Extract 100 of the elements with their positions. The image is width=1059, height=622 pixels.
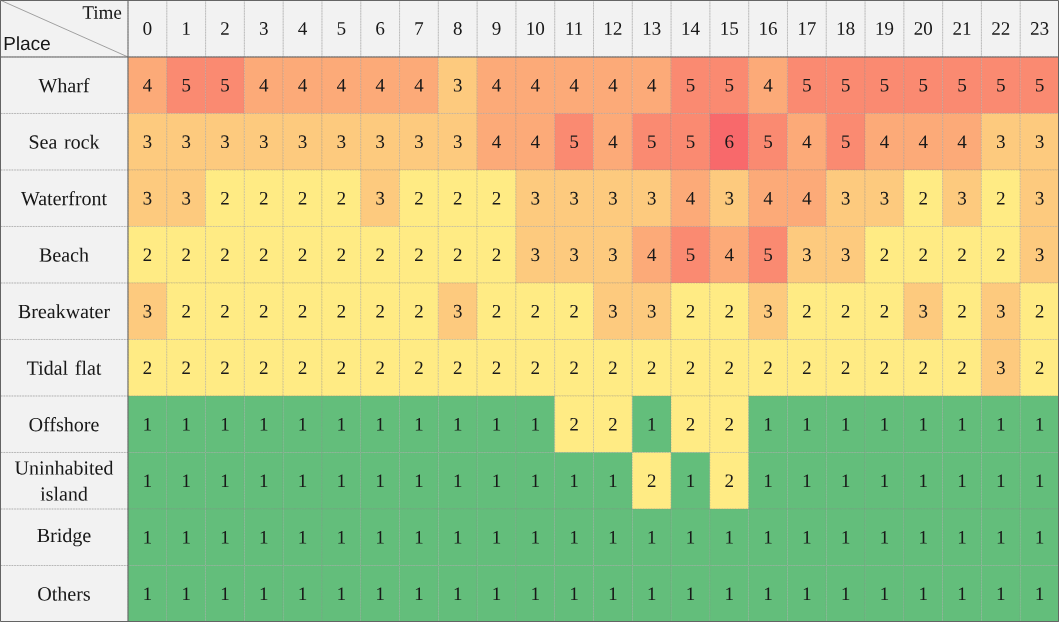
data-label: 1 xyxy=(377,587,384,601)
data-label: 1 xyxy=(532,417,539,431)
data-label: 1 xyxy=(415,587,423,601)
data-label: 1 xyxy=(881,474,889,488)
data-label: 4 xyxy=(298,78,308,92)
data-label: 2 xyxy=(996,191,1005,205)
data-label: 1 xyxy=(532,474,539,488)
data-label: 1 xyxy=(299,530,307,544)
data-label: 2 xyxy=(647,474,656,488)
data-label: 5 xyxy=(570,135,579,149)
data-label: 3 xyxy=(841,191,850,205)
data-label: 2 xyxy=(415,361,423,375)
data-label: 1 xyxy=(454,530,462,544)
x-tick-label: 19 xyxy=(876,22,894,35)
data-label: 5 xyxy=(686,78,695,92)
data-label: 2 xyxy=(725,304,733,318)
data-label: 5 xyxy=(686,248,695,262)
data-label: 1 xyxy=(803,587,811,601)
data-label: 3 xyxy=(609,304,617,318)
data-label: 3 xyxy=(1035,248,1044,262)
data-label: 3 xyxy=(919,304,928,318)
y-tick-label: Bridge xyxy=(37,528,91,547)
data-label: 5 xyxy=(648,135,656,149)
data-label: 2 xyxy=(725,417,733,431)
data-label: 2 xyxy=(919,361,927,375)
x-tick-label: 6 xyxy=(376,22,385,35)
data-label: 2 xyxy=(647,361,656,375)
x-tick-label: 7 xyxy=(415,22,424,35)
data-label: 2 xyxy=(221,191,229,205)
data-label: 1 xyxy=(842,474,850,488)
data-label: 5 xyxy=(725,78,734,92)
data-label: 3 xyxy=(958,191,967,205)
data-label: 4 xyxy=(530,78,540,92)
data-label: 5 xyxy=(803,78,811,92)
x-tick-label: 11 xyxy=(566,22,583,35)
data-label: 1 xyxy=(764,417,772,431)
data-label: 2 xyxy=(492,361,501,375)
data-label: 1 xyxy=(609,474,617,488)
data-label: 3 xyxy=(880,191,889,205)
y-tick-label: Wharf xyxy=(38,78,90,93)
data-label: 1 xyxy=(920,530,927,544)
data-label: 1 xyxy=(377,474,384,488)
data-label: 1 xyxy=(726,530,733,544)
data-label: 5 xyxy=(958,78,967,92)
data-label: 2 xyxy=(880,248,889,262)
data-label: 1 xyxy=(144,587,152,601)
data-label: 1 xyxy=(183,417,190,431)
x-tick-label: 17 xyxy=(799,22,816,35)
data-label: 4 xyxy=(957,135,967,148)
x-tick-label: 23 xyxy=(1030,22,1049,35)
data-label: 1 xyxy=(571,474,578,488)
data-label: 2 xyxy=(686,417,695,431)
data-label: 4 xyxy=(880,135,889,148)
data-label: 2 xyxy=(453,248,462,262)
y-tick-label: Sea rock xyxy=(29,134,100,149)
y-tick-label: Offshore xyxy=(29,417,99,432)
data-label: 1 xyxy=(338,587,345,601)
data-label: 5 xyxy=(221,78,229,92)
data-label: 2 xyxy=(143,248,152,262)
data-label: 1 xyxy=(299,474,307,488)
data-label: 4 xyxy=(569,78,579,92)
data-label: 1 xyxy=(415,530,423,544)
data-label: 2 xyxy=(1035,361,1044,375)
x-tick-label: 5 xyxy=(337,22,346,35)
data-label: 2 xyxy=(492,304,501,318)
data-label: 5 xyxy=(1035,78,1044,92)
data-label: 3 xyxy=(570,248,579,262)
data-label: 3 xyxy=(182,191,191,205)
data-label: 4 xyxy=(608,135,618,148)
data-label: 1 xyxy=(842,417,850,431)
data-label: 3 xyxy=(182,135,191,149)
data-label: 2 xyxy=(298,304,307,318)
data-label: 2 xyxy=(531,361,540,375)
x-tick-label: 20 xyxy=(914,22,933,35)
x-tick-label: 10 xyxy=(527,22,545,35)
data-label: 5 xyxy=(842,78,850,92)
data-label: 2 xyxy=(221,304,229,318)
data-label: 1 xyxy=(221,417,229,431)
data-label: 1 xyxy=(1036,587,1044,601)
x-tick-label: 2 xyxy=(221,22,229,35)
data-label: 2 xyxy=(919,248,927,262)
x-tick-label: 12 xyxy=(605,22,622,35)
data-label: 1 xyxy=(338,474,345,488)
data-label: 5 xyxy=(764,135,773,149)
data-label: 1 xyxy=(454,474,462,488)
data-label: 2 xyxy=(725,361,733,375)
data-label: 1 xyxy=(687,587,695,601)
data-label: 3 xyxy=(725,191,734,205)
data-label: 1 xyxy=(183,530,190,544)
data-label: 3 xyxy=(415,135,423,149)
data-label: 1 xyxy=(687,530,695,544)
data-label: 1 xyxy=(764,530,772,544)
data-label: 3 xyxy=(570,191,579,205)
data-label: 3 xyxy=(764,304,773,318)
data-label: 1 xyxy=(338,530,345,544)
y-tick-label: Uninhabited island xyxy=(14,460,114,501)
data-label: 1 xyxy=(609,587,617,601)
data-label: 4 xyxy=(802,135,812,148)
data-label: 1 xyxy=(260,587,268,601)
data-label: 3 xyxy=(453,135,462,149)
